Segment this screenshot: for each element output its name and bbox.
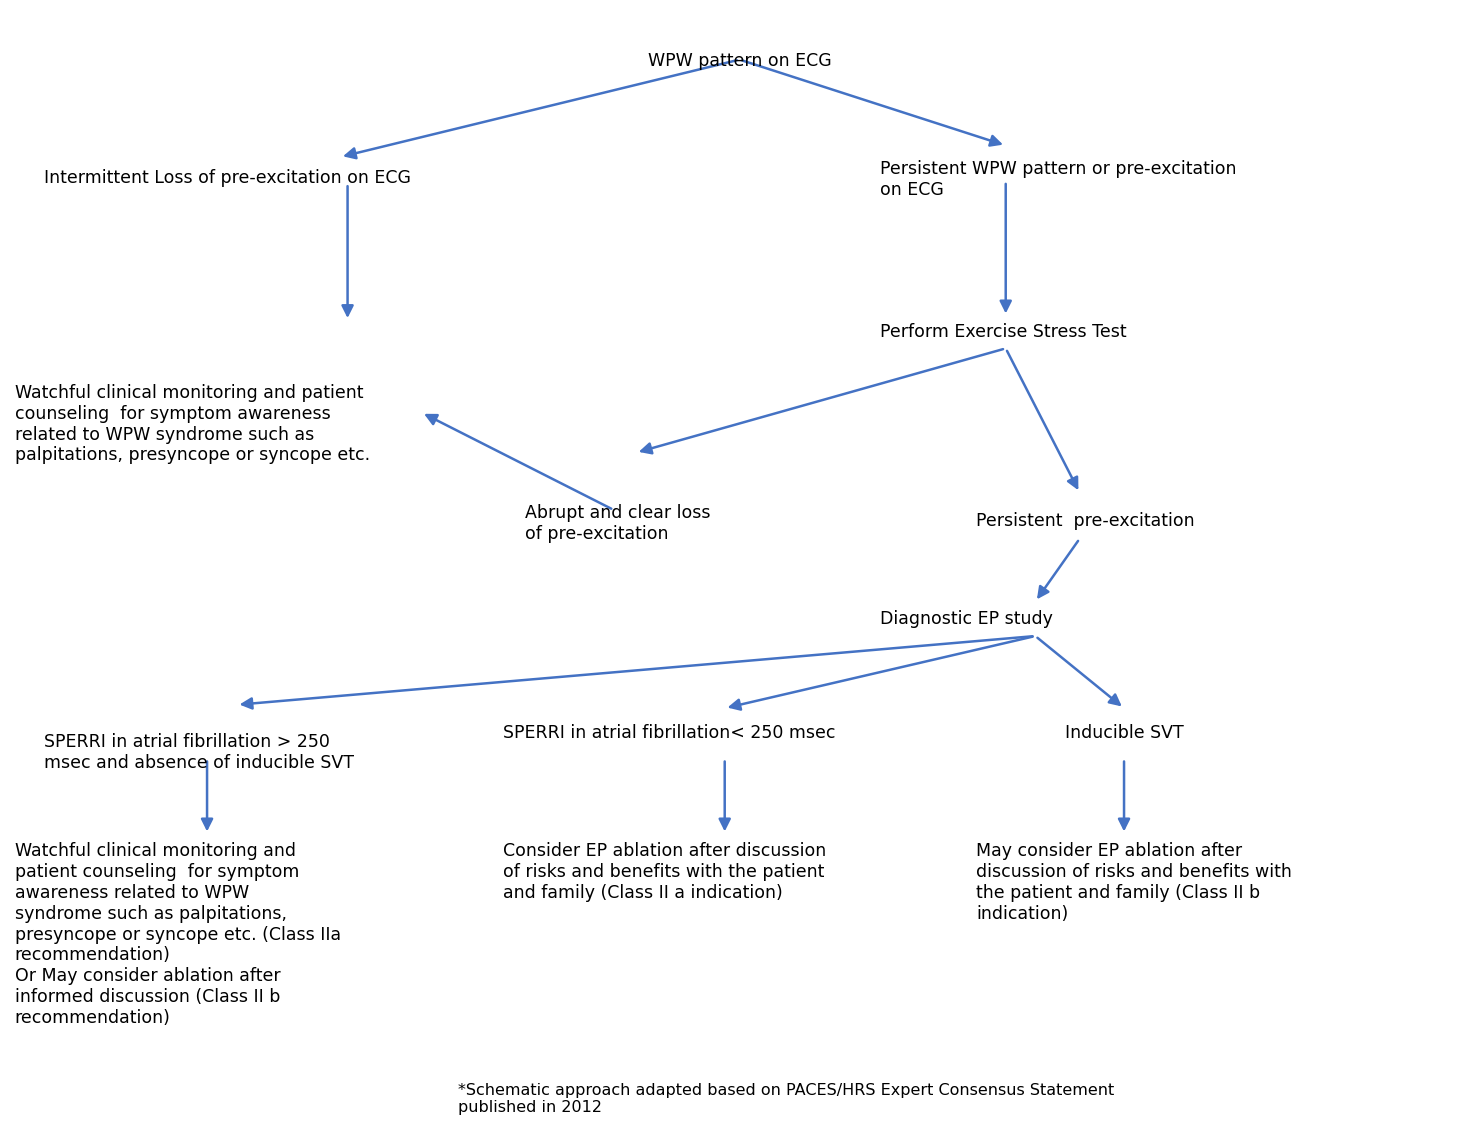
Text: Watchful clinical monitoring and
patient counseling  for symptom
awareness relat: Watchful clinical monitoring and patient… bbox=[15, 842, 342, 1027]
Text: Perform Exercise Stress Test: Perform Exercise Stress Test bbox=[880, 323, 1127, 342]
Text: Persistent  pre-excitation: Persistent pre-excitation bbox=[976, 512, 1195, 531]
Text: Abrupt and clear loss
of pre-excitation: Abrupt and clear loss of pre-excitation bbox=[525, 504, 710, 543]
Text: Inducible SVT: Inducible SVT bbox=[1065, 724, 1183, 743]
Text: Diagnostic EP study: Diagnostic EP study bbox=[880, 610, 1053, 628]
Text: SPERRI in atrial fibrillation< 250 msec: SPERRI in atrial fibrillation< 250 msec bbox=[503, 724, 836, 743]
Text: *Schematic approach adapted based on PACES/HRS Expert Consensus Statement
publis: *Schematic approach adapted based on PAC… bbox=[458, 1083, 1115, 1115]
Text: WPW pattern on ECG: WPW pattern on ECG bbox=[648, 52, 831, 70]
Text: Consider EP ablation after discussion
of risks and benefits with the patient
and: Consider EP ablation after discussion of… bbox=[503, 842, 827, 902]
Text: May consider EP ablation after
discussion of risks and benefits with
the patient: May consider EP ablation after discussio… bbox=[976, 842, 1293, 923]
Text: Persistent WPW pattern or pre-excitation
on ECG: Persistent WPW pattern or pre-excitation… bbox=[880, 160, 1236, 199]
Text: Watchful clinical monitoring and patient
counseling  for symptom awareness
relat: Watchful clinical monitoring and patient… bbox=[15, 384, 370, 464]
Text: Intermittent Loss of pre-excitation on ECG: Intermittent Loss of pre-excitation on E… bbox=[44, 168, 411, 187]
Text: SPERRI in atrial fibrillation > 250
msec and absence of inducible SVT: SPERRI in atrial fibrillation > 250 msec… bbox=[44, 733, 355, 772]
